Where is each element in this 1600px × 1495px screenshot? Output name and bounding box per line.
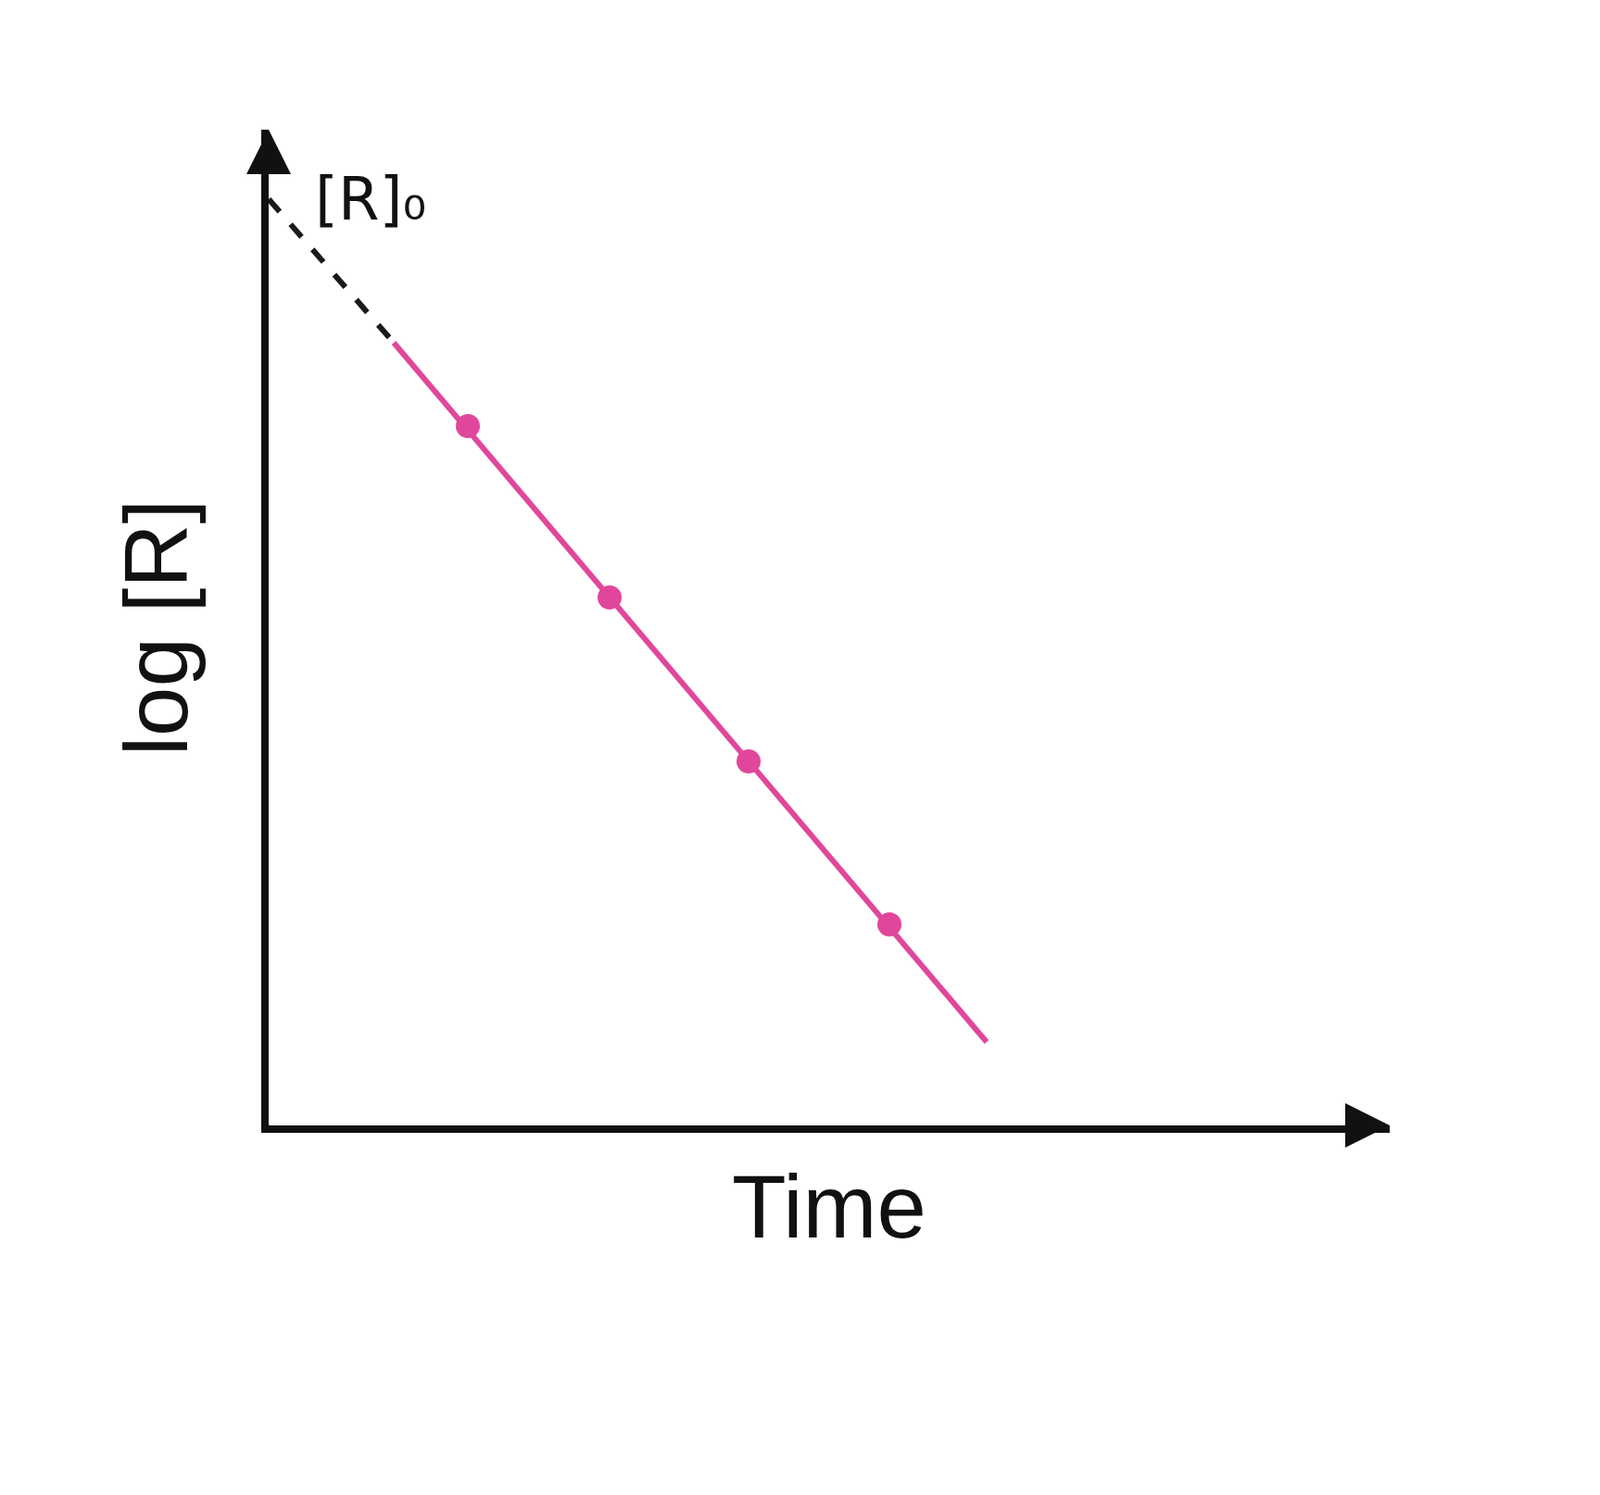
svg-text:Time: Time bbox=[731, 1157, 927, 1257]
svg-text:log [R]: log [R] bbox=[106, 499, 206, 756]
svg-text:[R]₀: [R]₀ bbox=[314, 164, 427, 234]
